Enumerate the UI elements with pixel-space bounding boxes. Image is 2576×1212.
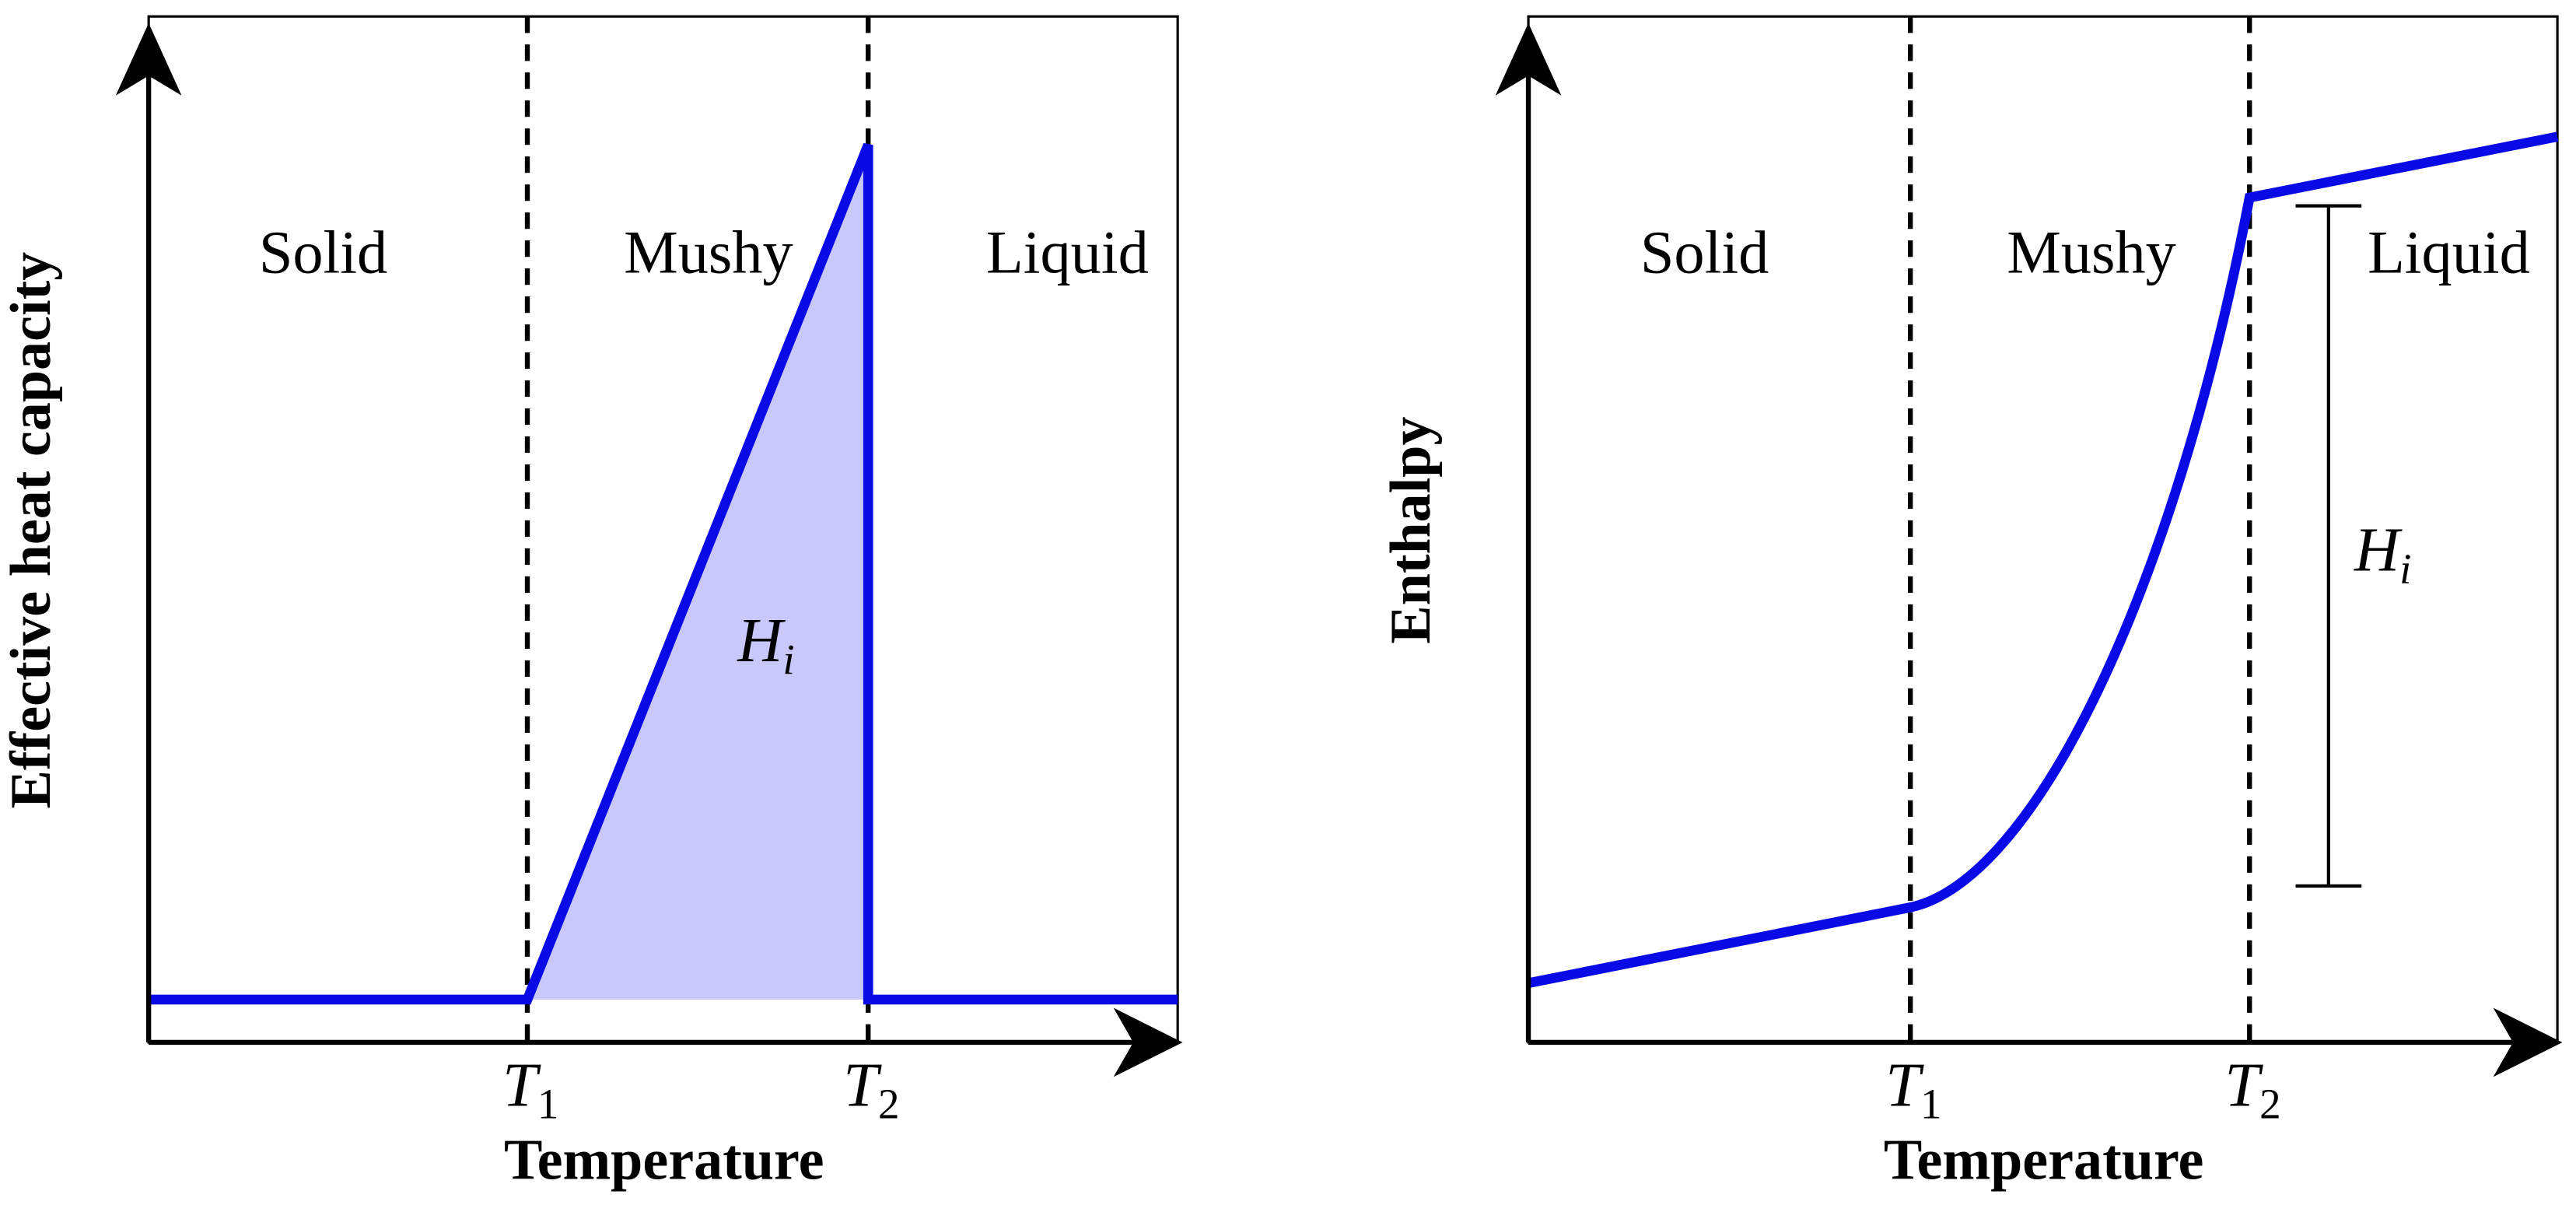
y-axis-label: Enthalpy: [1379, 416, 1443, 643]
region-label: Liquid: [2368, 218, 2530, 285]
tick-main: T: [2224, 1051, 2263, 1120]
tick-label: T2: [2224, 1051, 2280, 1127]
y-axis-label: Effective heat capacity: [0, 252, 63, 809]
arrowhead: [2493, 1007, 2563, 1077]
x-axis-label: Temperature: [504, 1129, 824, 1193]
tick-label: T1: [1885, 1051, 1941, 1127]
x-axis-label: Temperature: [1884, 1129, 2203, 1193]
annotation: Hi: [2354, 516, 2411, 592]
tick-label: T2: [843, 1051, 899, 1127]
tick-sub: 1: [1920, 1080, 1942, 1127]
tick-main: T: [843, 1051, 882, 1120]
annotation-main: H: [737, 606, 786, 675]
tick-sub: 1: [537, 1080, 559, 1127]
tick-label: T1: [502, 1051, 558, 1127]
arrowhead: [1495, 23, 1562, 96]
right-panel: Solid Mushy Liquid Hi T1 T2 Temperature …: [1379, 15, 2563, 1193]
left-panel: Solid Mushy Liquid Hi T1 T2 Temperature …: [0, 15, 1183, 1193]
tick-main: T: [502, 1051, 541, 1120]
annotation-sub: i: [782, 636, 794, 683]
annotation-main: H: [2354, 516, 2403, 585]
range-bar: [2295, 204, 2362, 888]
heat-capacity-curve: [149, 142, 1178, 1005]
tick-main: T: [1885, 1051, 1924, 1120]
region-label: Solid: [259, 218, 387, 285]
tick-sub: 2: [878, 1080, 900, 1127]
arrowhead: [115, 23, 182, 96]
annotation-sub: i: [2399, 545, 2411, 592]
enthalpy-curve: [1527, 131, 2559, 988]
tick-sub: 2: [2259, 1080, 2281, 1127]
arrowhead: [1113, 1007, 1183, 1077]
region-label: Mushy: [624, 218, 793, 285]
annotation: Hi: [737, 606, 794, 682]
region-label: Solid: [1640, 218, 1769, 285]
region-label: Mushy: [2007, 218, 2176, 285]
region-label: Liquid: [986, 218, 1149, 285]
